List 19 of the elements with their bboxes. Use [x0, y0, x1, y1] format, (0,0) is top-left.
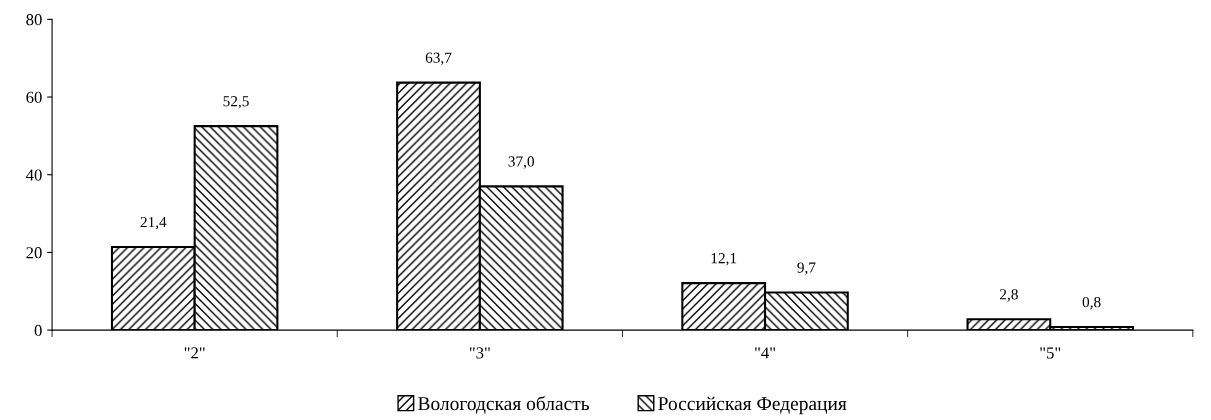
y-tick-label: 60 [26, 91, 42, 103]
y-tick-label: 80 [26, 14, 42, 26]
x-tick-label: "4" [755, 347, 775, 359]
data-label: 63,7 [425, 52, 452, 66]
data-label: 0,8 [1082, 296, 1101, 310]
x-tick-label: "2" [184, 347, 205, 359]
y-tick-label: 0 [34, 324, 42, 337]
legend-label: Российская Федерация [658, 396, 847, 415]
x-tick-label: "3" [469, 347, 490, 359]
x-tick-label: "5" [1040, 347, 1061, 359]
data-label: 37,0 [508, 156, 534, 169]
y-tick-label: 20 [26, 247, 42, 259]
data-label: 21,4 [140, 216, 167, 230]
data-label: 52,5 [223, 96, 249, 109]
data-label: 12,1 [711, 253, 737, 266]
legend-label: Вологодская область [418, 396, 589, 414]
data-label: 2,8 [1000, 289, 1018, 302]
y-tick-label: 40 [26, 169, 42, 181]
data-label: 9,7 [797, 262, 816, 275]
